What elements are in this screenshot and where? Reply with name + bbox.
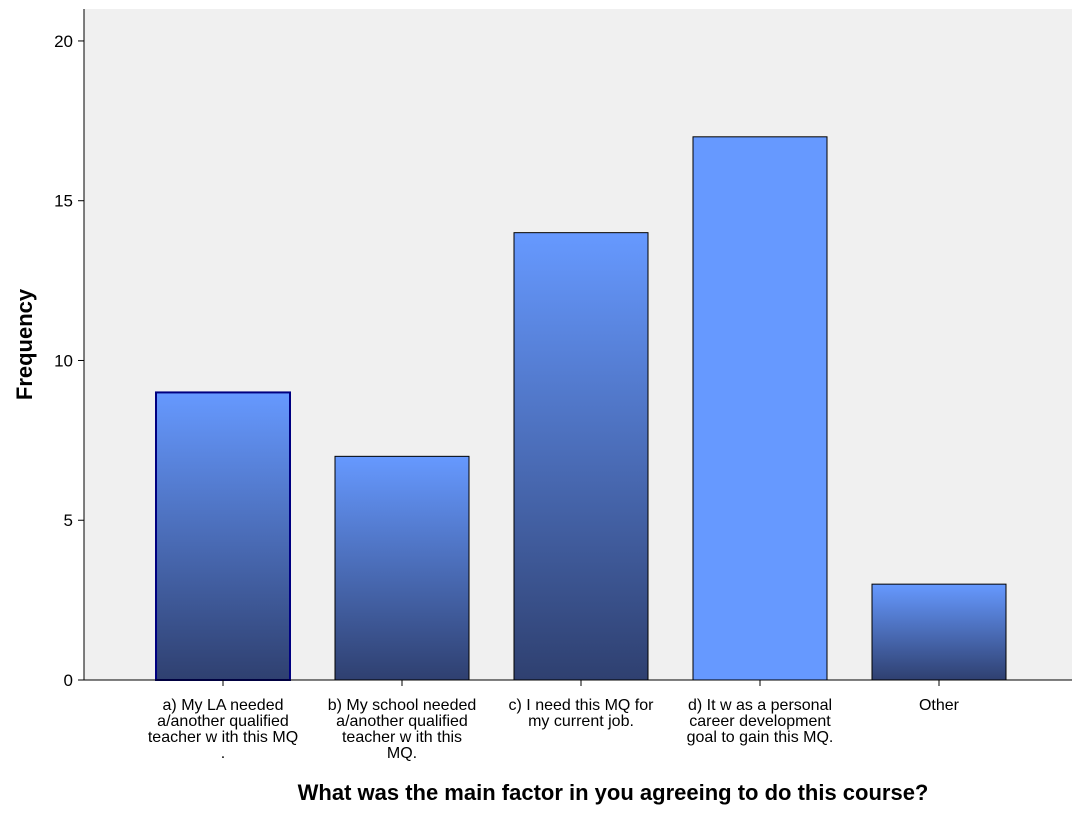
x-axis-title: What was the main factor in you agreeing… — [298, 780, 929, 805]
x-tick-label: a) My LA needed a/another qualified teache… — [148, 697, 298, 762]
x-tick-label: c) I need this MQ for my current job. — [509, 697, 655, 730]
x-tick-label: d) It w as a personal career development g… — [687, 697, 834, 746]
x-tick-label: Other — [919, 697, 960, 714]
bar-1 — [155, 391, 291, 681]
bar-2 — [334, 455, 470, 681]
y-tick-label: 0 — [64, 671, 73, 690]
bar-4 — [692, 136, 828, 681]
bar-5 — [871, 583, 1007, 681]
y-tick-label: 10 — [54, 351, 73, 370]
y-tick-label: 5 — [64, 511, 73, 530]
y-tick-label: 15 — [54, 192, 73, 211]
bar-3 — [513, 232, 649, 681]
y-axis-title: Frequency — [12, 288, 37, 400]
x-tick-label: b) My school needed a/another qualified te… — [328, 697, 477, 762]
y-tick-label: 20 — [54, 32, 73, 51]
